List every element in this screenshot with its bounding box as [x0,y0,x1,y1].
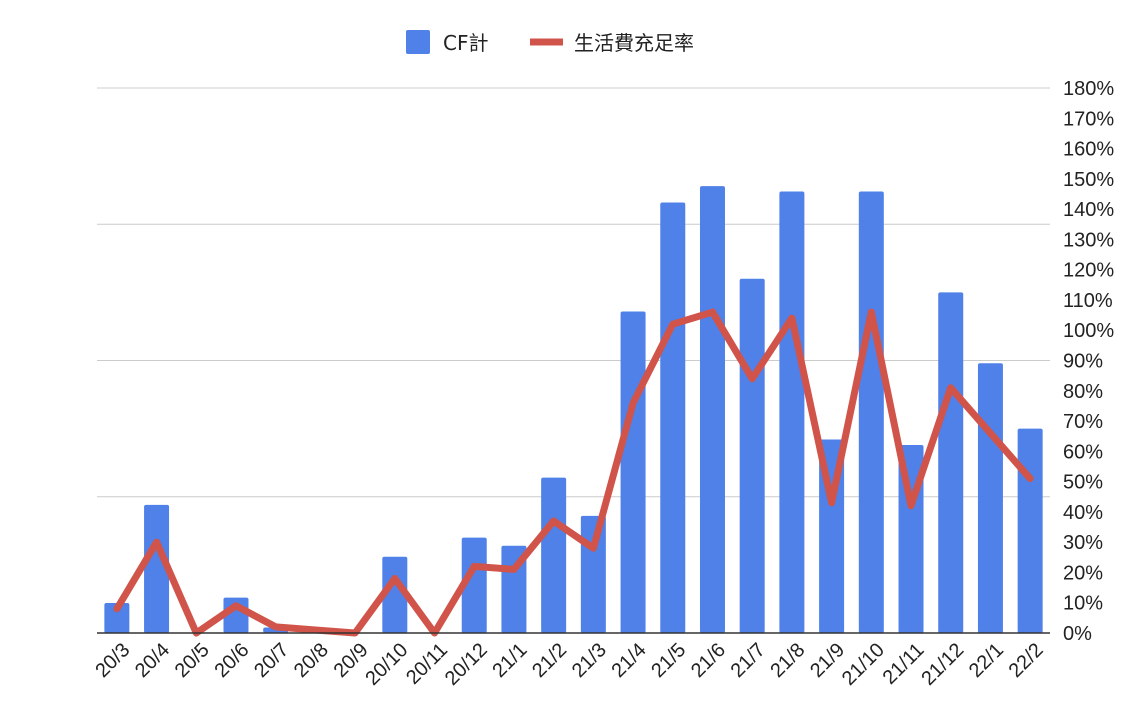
legend-label-line: 生活費充足率 [574,31,694,55]
x-tick-label: 21/3 [568,639,611,682]
y-right-tick-label: 160% [1063,139,1114,161]
bar-21/2 [541,477,567,633]
x-tick-label: 21/10 [838,639,889,690]
bar-21/6 [699,186,725,633]
legend-label-bar: CF計 [443,31,488,55]
x-tick-label: 22/1 [965,639,1008,682]
bar-20/12 [461,537,487,633]
bar-21/7 [739,278,765,633]
y-right-tick-label: 80% [1063,381,1103,403]
x-tick-label: 21/11 [879,639,929,689]
y-right-tick-label: 170% [1063,108,1114,130]
x-tick-label: 20/4 [131,639,174,682]
legend: CF計 生活費充足率 [406,30,694,55]
bar-21/8 [779,191,805,634]
x-tick-label: 21/2 [528,639,571,682]
y-right-tick-label: 150% [1063,169,1114,191]
bar-22/1 [977,363,1003,633]
legend-item-bar: CF計 [406,30,488,55]
x-tick-label: 20/3 [91,639,134,682]
x-tick-label: 20/5 [171,639,214,682]
x-tick-label: 20/7 [250,639,293,682]
y-right-tick-label: 20% [1063,562,1103,584]
legend-item-line: 生活費充足率 [530,31,694,55]
x-tick-label: 22/2 [1005,639,1048,682]
bar-21/5 [660,202,686,633]
line-series [113,308,1034,637]
bar-21/12 [938,292,964,633]
y-right-tick-label: 180% [1063,78,1114,100]
y-right-tick-label: 60% [1063,441,1103,463]
y-right-tick-label: 0% [1063,623,1092,645]
x-tick-label: 21/8 [766,639,809,682]
x-tick-label: 20/10 [361,639,412,690]
y-right-tick-label: 110% [1063,290,1113,312]
y-right-tick-label: 50% [1063,472,1103,494]
x-tick-label: 21/6 [687,639,730,682]
x-tick-label: 21/4 [608,639,651,682]
x-tick-label: 20/11 [402,639,452,689]
y-right-tick-label: 100% [1063,320,1114,342]
x-tick-label: 20/6 [210,639,253,682]
bar-20/10 [382,556,408,633]
y-right-tick-label: 130% [1063,229,1114,251]
y-right-tick-label: 140% [1063,199,1114,221]
bar-22/2 [1017,428,1043,633]
x-tick-label: 21/7 [727,639,770,682]
bar-20/3 [104,603,130,633]
bar-21/3 [580,515,606,633]
bar-21/10 [858,191,884,634]
x-tick-label: 21/1 [488,639,531,682]
legend-swatch-bar [406,30,430,54]
y-right-tick-label: 120% [1063,260,1114,282]
x-tick-label: 20/8 [290,639,333,682]
y-right-tick-label: 10% [1063,593,1103,615]
y-right-tick-label: 90% [1063,351,1103,373]
bar-20/4 [144,504,170,633]
y-right-tick-label: 30% [1063,532,1103,554]
y-right-tick-label: 40% [1063,502,1103,524]
line-生活費充足率 [113,308,1034,637]
bar-21/4 [620,311,646,633]
y-right-tick-label: 70% [1063,411,1103,433]
gridlines [97,87,1050,498]
bar-series [104,186,1043,634]
x-tick-label: 21/5 [647,639,690,682]
x-tick-label: 20/12 [441,639,492,690]
x-tick-label: 21/12 [917,639,968,690]
